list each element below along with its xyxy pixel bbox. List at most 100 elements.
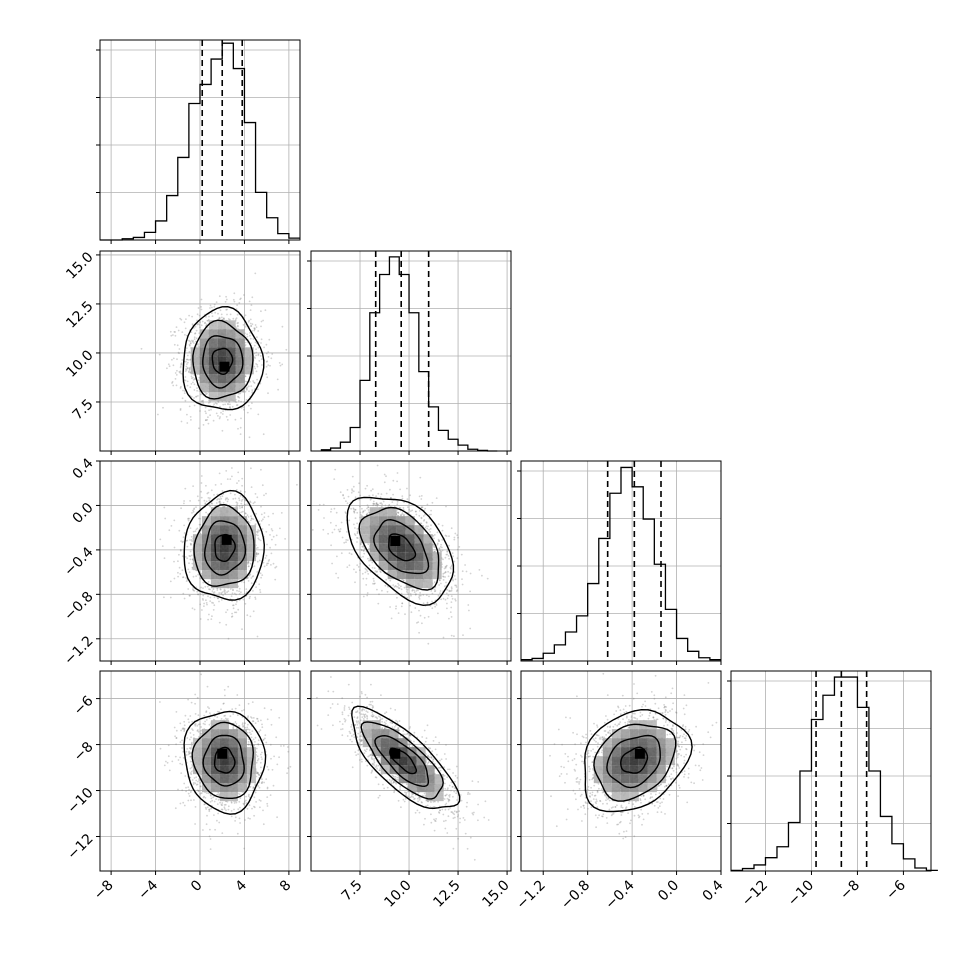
density-cell <box>228 579 238 589</box>
sample-point <box>169 580 172 583</box>
sample-point <box>184 379 187 382</box>
sample-point <box>256 496 259 499</box>
sample-point <box>268 559 271 561</box>
sample-point <box>178 529 181 532</box>
sample-point <box>396 596 398 599</box>
sample-point <box>265 530 268 533</box>
sample-point <box>163 596 165 599</box>
density-cell <box>210 552 220 562</box>
sample-point <box>461 570 464 573</box>
density-cell <box>210 534 220 544</box>
sample-point <box>257 534 259 537</box>
sample-point <box>254 493 257 495</box>
sample-point <box>256 363 259 366</box>
sample-point <box>206 319 209 322</box>
sample-point <box>180 362 183 364</box>
density-cell <box>190 365 200 375</box>
pair-plot-area <box>100 251 300 451</box>
sample-point <box>229 407 232 410</box>
sample-point <box>432 543 435 546</box>
sample-point <box>351 488 353 491</box>
sample-point <box>186 384 189 387</box>
sample-point <box>249 615 252 618</box>
density-cell <box>217 356 227 366</box>
sample-point <box>361 511 364 514</box>
sample-point <box>362 510 365 513</box>
sample-point <box>427 525 429 528</box>
sample-point <box>255 530 258 533</box>
sample-point <box>182 536 185 539</box>
sample-point <box>269 546 271 549</box>
sample-point <box>183 524 186 527</box>
sample-point <box>213 306 216 308</box>
sample-point <box>419 592 421 594</box>
sample-point <box>176 344 179 347</box>
sample-point <box>414 510 417 513</box>
sample-point <box>264 309 267 312</box>
sample-point <box>381 503 384 506</box>
sample-point <box>175 326 178 328</box>
sample-point <box>441 524 444 527</box>
sample-point <box>230 616 233 618</box>
sample-point <box>486 577 489 580</box>
sample-point <box>186 539 189 542</box>
density-cell <box>226 329 236 339</box>
sample-point <box>235 317 238 319</box>
sample-point <box>425 521 428 523</box>
sample-point <box>421 506 424 509</box>
sample-point <box>243 408 245 411</box>
sample-point <box>190 544 192 546</box>
density-cell <box>199 329 209 339</box>
density-cell <box>199 356 209 366</box>
sample-point <box>203 605 205 607</box>
sample-point <box>257 552 260 555</box>
sample-point <box>172 357 175 360</box>
sample-point <box>385 475 387 478</box>
sample-point <box>355 571 357 574</box>
sample-point <box>449 566 452 569</box>
sample-point <box>450 634 453 637</box>
sample-point <box>400 592 403 595</box>
sample-point <box>261 574 264 576</box>
sample-point <box>442 575 445 578</box>
sample-point <box>247 321 250 323</box>
contour-level-3 <box>182 305 265 411</box>
sample-point <box>251 575 254 578</box>
sample-point <box>214 311 217 314</box>
sample-point <box>192 342 195 344</box>
contour-level-1 <box>203 520 247 576</box>
sample-point <box>426 527 429 530</box>
sample-point <box>256 635 259 638</box>
sample-point <box>430 513 432 516</box>
sample-point <box>359 513 362 516</box>
sample-point <box>255 348 257 351</box>
sample-point <box>348 519 351 522</box>
sample-point <box>210 618 213 620</box>
sample-point <box>202 399 205 402</box>
sample-point <box>218 417 221 420</box>
sample-point <box>418 609 420 612</box>
sample-point <box>401 602 404 605</box>
sample-point <box>239 426 242 429</box>
sample-point <box>424 526 427 529</box>
density-cell <box>228 507 238 517</box>
sample-point <box>218 500 221 503</box>
sample-point <box>376 503 378 506</box>
sample-point <box>421 622 423 625</box>
sample-point <box>397 586 399 588</box>
density-cell <box>246 552 256 562</box>
sample-point <box>357 491 360 494</box>
sample-point <box>354 508 357 511</box>
density-cell <box>217 320 227 330</box>
density-cell <box>208 374 218 384</box>
sample-point <box>195 395 197 398</box>
sample-point <box>239 298 242 301</box>
sample-point <box>215 301 218 303</box>
sample-point <box>346 566 349 568</box>
sample-point <box>257 354 260 357</box>
sample-point <box>236 324 239 327</box>
sample-point <box>261 364 263 366</box>
sample-point <box>408 508 411 511</box>
sample-point <box>396 503 399 506</box>
sample-point <box>415 510 417 513</box>
